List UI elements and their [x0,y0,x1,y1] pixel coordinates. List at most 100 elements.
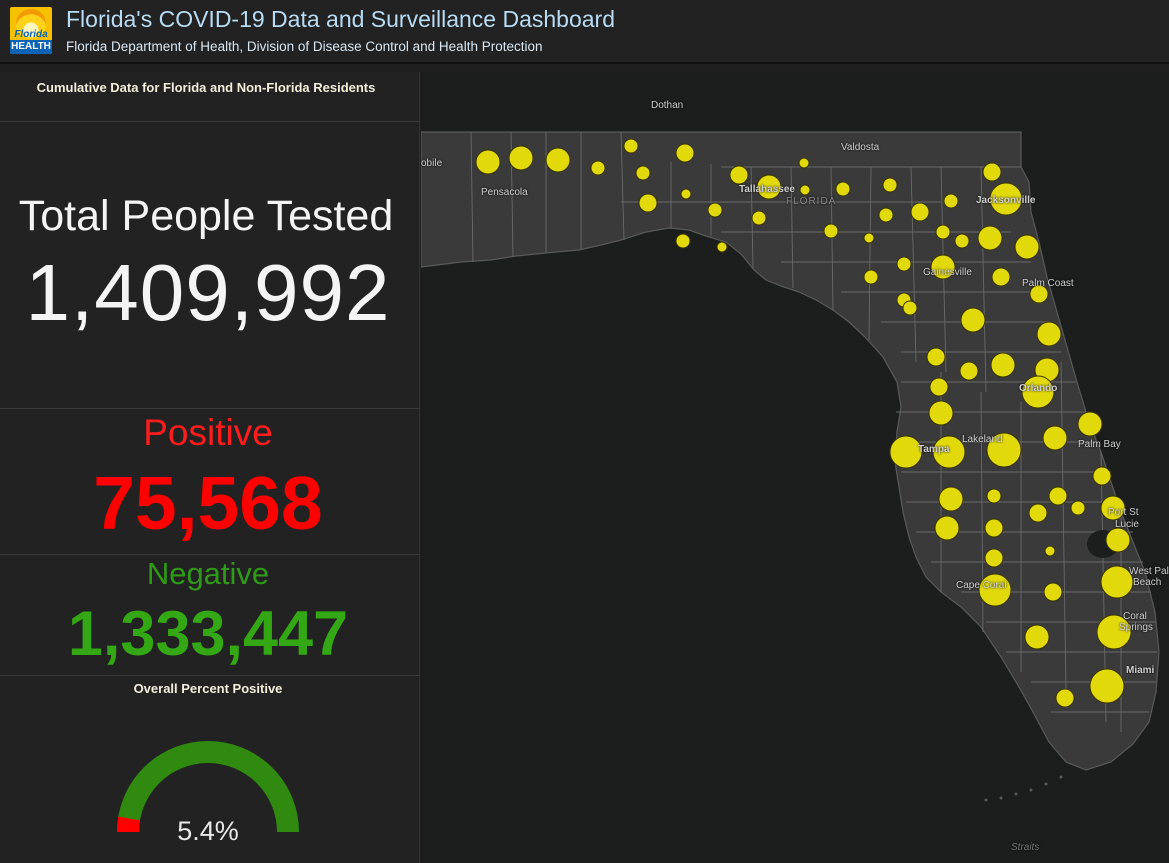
divider [0,675,420,676]
total-tested-label: Total People Tested [18,192,394,240]
city-label-jacksonville: Jacksonville [976,195,1036,206]
county-bubble[interactable] [934,515,960,541]
county-bubble[interactable] [751,210,767,226]
city-label-tampa: Tampa [918,444,950,455]
county-bubble[interactable] [960,307,986,333]
county-bubble[interactable] [707,202,723,218]
county-bubble[interactable] [1014,234,1040,260]
county-bubble[interactable] [878,207,894,223]
county-bubble[interactable] [991,267,1011,287]
city-label-coral-springs-2: Springs [1119,622,1153,633]
logo-text-florida: Florida [14,29,48,40]
label-straits: Straits [1011,842,1040,853]
county-bubble[interactable] [716,241,728,253]
land-shape [421,131,1160,771]
county-bubble[interactable] [1089,668,1125,704]
county-bubble[interactable] [590,160,606,176]
county-bubble[interactable] [680,188,692,200]
county-bubble[interactable] [938,486,964,512]
county-bubble[interactable] [863,232,875,244]
county-bubble[interactable] [928,400,954,426]
positive-value: 75,568 [93,461,323,545]
county-bubble[interactable] [935,224,951,240]
county-bubble[interactable] [1044,545,1056,557]
county-bubble[interactable] [545,147,571,173]
county-bubble[interactable] [1048,486,1068,506]
page-title: Florida's COVID-19 Data and Surveillance… [66,6,615,32]
city-label-port-st-lucie: Port St [1108,507,1139,518]
county-bubble[interactable] [954,233,970,249]
county-bubble[interactable] [729,165,749,185]
county-bubble[interactable] [1021,375,1055,409]
county-bubble[interactable] [635,165,651,181]
county-bubble[interactable] [823,223,839,239]
county-bubble[interactable] [902,300,918,316]
county-bubble[interactable] [1029,284,1049,304]
county-bubble[interactable] [977,225,1003,251]
county-bubble[interactable] [1055,688,1075,708]
city-label-dothan: Dothan [651,100,684,111]
county-bubble[interactable] [1024,624,1050,650]
county-bubble[interactable] [986,488,1002,504]
city-label-orlando: Orlando [1019,383,1058,394]
county-bubble[interactable] [889,435,923,469]
county-bubble[interactable] [475,149,501,175]
county-bubble[interactable] [943,193,959,209]
county-bubble[interactable] [675,233,691,249]
county-bubble[interactable] [959,361,979,381]
city-label-palm-bay: Palm Bay [1078,439,1121,450]
page-subtitle: Florida Department of Health, Division o… [66,39,543,54]
county-bubble[interactable] [1042,425,1068,451]
county-bubble[interactable] [930,254,956,280]
county-bubble[interactable] [926,347,946,367]
city-label-palm-coast: Palm Coast [1022,278,1074,289]
county-bubble[interactable] [932,435,966,469]
county-bubble[interactable] [1100,495,1126,521]
county-bubble[interactable] [984,548,1004,568]
county-bubble[interactable] [508,145,534,171]
county-bubble[interactable] [989,182,1023,216]
county-bubble[interactable] [756,174,782,200]
cumulative-data-label: Cumulative Data for Florida and Non-Flor… [36,80,376,95]
total-tested-value: 1,409,992 [25,248,391,337]
percent-positive-gauge [117,741,299,833]
map-canvas[interactable] [421,72,1169,863]
county-bubble[interactable] [929,377,949,397]
state-label-florida: FLORIDA [786,196,837,207]
county-bubble[interactable] [982,162,1002,182]
county-bubble[interactable] [863,269,879,285]
county-bubble[interactable] [896,256,912,272]
county-bubble[interactable] [882,177,898,193]
county-bubble[interactable] [835,181,851,197]
county-bubble[interactable] [1070,500,1086,516]
county-bubble[interactable] [990,352,1016,378]
county-bubble[interactable] [1092,466,1112,486]
county-bubble[interactable] [910,202,930,222]
summary-panel: Cumulative Data for Florida and Non-Flor… [0,72,420,863]
city-label-port-st-lucie-2: Lucie [1115,519,1139,530]
county-bubble[interactable] [623,138,639,154]
county-bubble[interactable] [1036,321,1062,347]
county-bubble[interactable] [1028,503,1048,523]
county-bubble[interactable] [638,193,658,213]
county-bubble[interactable] [675,143,695,163]
city-label-pensacola: Pensacola [481,187,528,198]
gauge-track [117,741,299,833]
city-label-cape-coral: Cape Coral [956,580,1007,591]
county-bubble[interactable] [799,184,811,196]
city-label-lakeland: Lakeland [962,434,1003,445]
florida-county-map[interactable]: Dothan Valdosta obile Pensacola Tallahas… [421,72,1169,863]
county-bubble[interactable] [1100,565,1134,599]
county-bubble[interactable] [798,157,810,169]
county-bubble[interactable] [978,573,1012,607]
county-bubble[interactable] [984,518,1004,538]
percent-positive-label: Overall Percent Positive [133,681,283,696]
county-bubble[interactable] [1077,411,1103,437]
logo-text-health: HEALTH [10,40,52,54]
county-bubble[interactable] [986,432,1022,468]
city-label-gainesville: Gainesville [923,267,972,278]
city-label-west-palm-2: Beach [1133,577,1162,588]
county-bubble[interactable] [1105,527,1131,553]
county-bubble[interactable] [1043,582,1063,602]
county-bubble[interactable] [1096,614,1132,650]
